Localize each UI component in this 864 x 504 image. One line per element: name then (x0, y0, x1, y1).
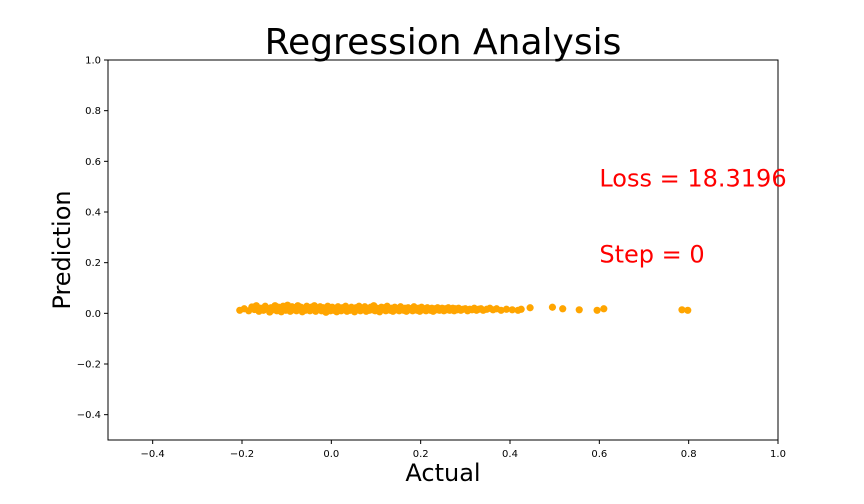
y-tick-label: 0.6 (85, 157, 101, 168)
step-annotation: Step = 0 (599, 241, 704, 269)
scatter-point (600, 305, 608, 313)
y-tick-label: 0.8 (85, 106, 101, 117)
scatter-point (526, 304, 534, 312)
y-tick-label: 0.4 (85, 208, 101, 219)
scatter-point (517, 305, 525, 313)
y-tick-label: 0.0 (85, 309, 101, 320)
scatter-point (684, 306, 692, 314)
x-tick-label: 0.8 (681, 449, 697, 460)
y-tick-label: 1.0 (85, 56, 101, 67)
x-tick-label: 0.0 (323, 449, 339, 460)
plot-frame (107, 59, 779, 441)
x-axis-ticks: −0.4 −0.2 0.0 0.2 0.4 0.6 0.8 1.0 (141, 440, 786, 460)
x-tick-label: −0.4 (141, 449, 165, 460)
scatter-point (593, 306, 601, 314)
x-tick-label: 0.6 (591, 449, 607, 460)
chart-title: Regression Analysis (265, 22, 622, 63)
scatter-point (497, 306, 505, 314)
y-tick-label: −0.2 (77, 360, 101, 371)
scatter-point (508, 306, 516, 314)
scatter-point (502, 305, 511, 313)
scatter-point (678, 306, 686, 314)
x-tick-label: 1.0 (770, 449, 786, 460)
y-tick-label: 0.2 (85, 258, 101, 269)
loss-annotation: Loss = 18.3196 (599, 165, 786, 193)
x-tick-label: 0.4 (502, 449, 518, 460)
x-axis-label: Actual (405, 459, 480, 487)
scatter-point (575, 306, 583, 314)
y-axis-ticks: −0.4 −0.2 0.0 0.2 0.4 0.6 0.8 1.0 (77, 56, 108, 421)
annotations: Loss = 18.3196 Step = 0 (599, 165, 786, 269)
scatter-point (559, 305, 567, 313)
y-axis-label: Prediction (48, 190, 76, 309)
y-tick-label: −0.4 (77, 410, 101, 421)
scatter-point (548, 303, 557, 311)
scatter-points (236, 301, 692, 316)
x-tick-label: 0.2 (413, 449, 429, 460)
x-tick-label: −0.2 (230, 449, 254, 460)
